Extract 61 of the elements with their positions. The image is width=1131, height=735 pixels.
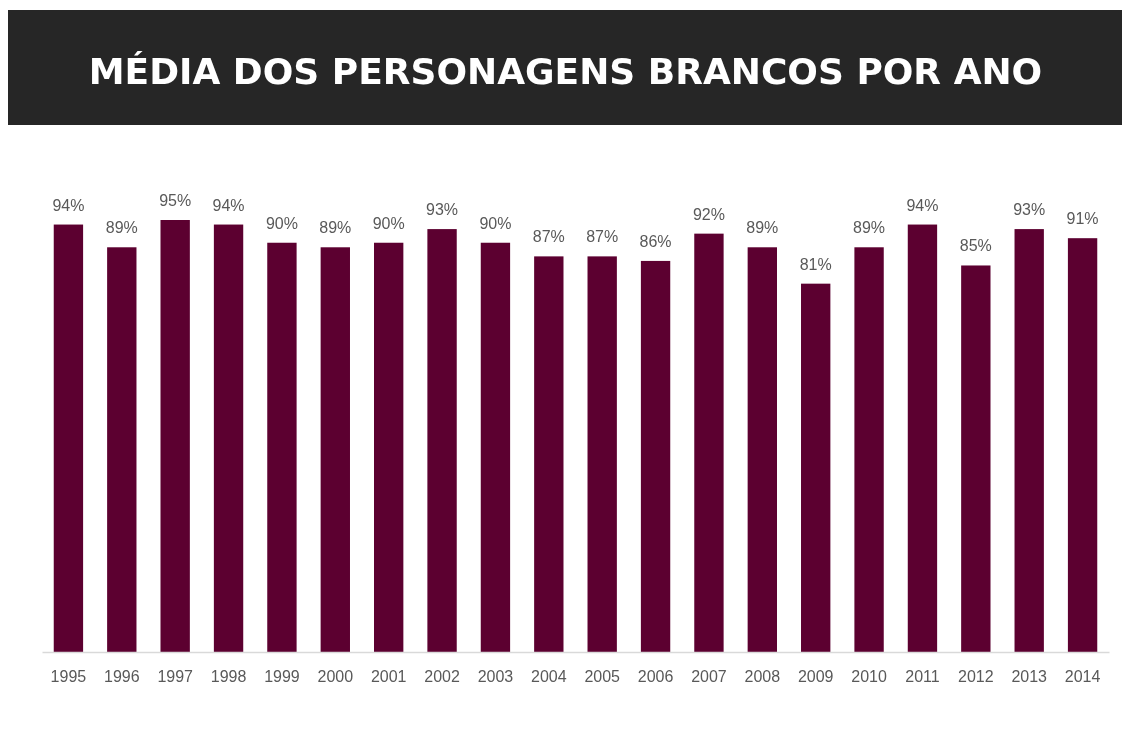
- bar: [587, 256, 617, 652]
- data-label: 90%: [372, 214, 405, 232]
- bar: [213, 224, 244, 652]
- x-tick-label: 1996: [104, 668, 140, 686]
- data-label: 93%: [426, 201, 459, 219]
- bar: [640, 260, 671, 652]
- data-label: 93%: [1013, 201, 1046, 219]
- x-tick-label: 1995: [50, 668, 87, 686]
- bar: [907, 224, 938, 652]
- data-label: 94%: [52, 196, 85, 214]
- x-tick-label: 2003: [477, 668, 514, 686]
- x-tick-label: 2012: [958, 668, 994, 686]
- data-label: 87%: [586, 228, 619, 246]
- x-tick-label: 1997: [157, 668, 194, 686]
- bar: [747, 247, 777, 652]
- data-label: 89%: [746, 219, 779, 237]
- data-label: 86%: [639, 232, 672, 250]
- data-label: 81%: [799, 255, 832, 273]
- data-label: 94%: [906, 196, 939, 214]
- data-label: 87%: [532, 228, 565, 246]
- data-label: 90%: [479, 214, 512, 232]
- chart-title: MÉDIA DOS PERSONAGENS BRANCOS POR ANO: [88, 51, 1043, 92]
- bar: [1067, 238, 1098, 652]
- bar: [427, 229, 457, 652]
- bar: [801, 283, 831, 652]
- x-tick-label: 2008: [744, 668, 781, 686]
- bar: [320, 247, 350, 652]
- data-label: 89%: [319, 219, 352, 237]
- bar: [267, 242, 297, 652]
- x-tick-label: 2014: [1064, 668, 1101, 686]
- data-label: 89%: [853, 219, 886, 237]
- bar: [961, 265, 991, 652]
- bar: [480, 242, 511, 652]
- bar: [374, 242, 404, 652]
- data-label: 92%: [692, 205, 725, 223]
- data-label: 95%: [159, 192, 192, 209]
- bar: [694, 233, 724, 652]
- x-tick-label: 2006: [637, 668, 674, 686]
- x-tick-label: 2002: [424, 668, 460, 686]
- x-tick-label: 2000: [317, 668, 354, 686]
- x-tick-label: 2009: [797, 668, 834, 686]
- x-tick-label: 1999: [264, 668, 300, 686]
- x-tick-label: 1998: [210, 668, 247, 686]
- x-tick-label: 2013: [1011, 668, 1048, 686]
- bar: [160, 220, 190, 652]
- x-tick-label: 2004: [531, 668, 567, 686]
- data-label: 91%: [1066, 210, 1099, 228]
- bar: [534, 256, 564, 652]
- x-tick-label: 2001: [370, 668, 407, 686]
- data-label: 94%: [212, 196, 245, 214]
- data-label: 89%: [105, 219, 138, 237]
- bar: [107, 247, 137, 652]
- bar: [1014, 229, 1044, 652]
- data-label: 90%: [265, 214, 298, 232]
- bar: [53, 224, 84, 652]
- x-tick-label: 2010: [851, 668, 887, 686]
- data-label: 85%: [959, 237, 992, 255]
- x-tick-label: 2011: [905, 668, 940, 686]
- bar: [854, 247, 884, 652]
- x-tick-label: 2007: [691, 668, 727, 686]
- x-tick-label: 2005: [584, 668, 621, 686]
